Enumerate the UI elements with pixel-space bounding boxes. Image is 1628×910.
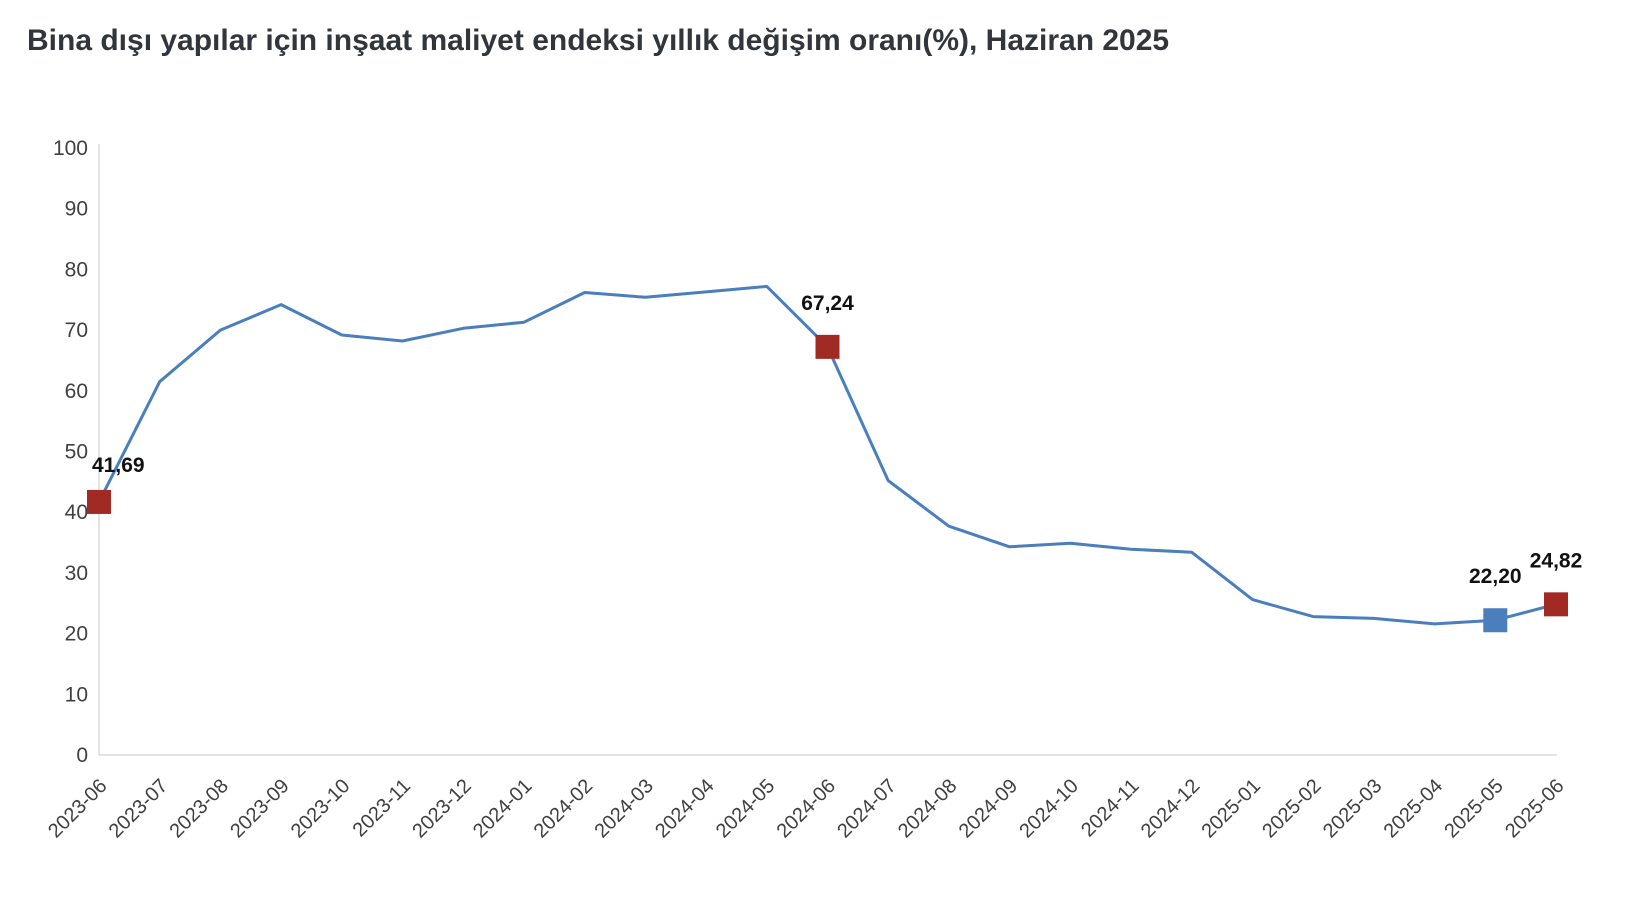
x-tick-label: 2023-10 [287, 775, 354, 842]
x-tick-label: 2024-04 [651, 775, 718, 842]
x-tick-label: 2023-11 [349, 775, 415, 841]
y-tick-label: 90 [65, 198, 88, 221]
y-tick-label: 0 [76, 744, 88, 767]
x-tick-label: 2024-10 [1015, 775, 1082, 842]
point-label-2023-06: 41,69 [92, 454, 145, 477]
highlight-marker-2025-06 [1544, 592, 1568, 617]
x-tick-label: 2023-08 [165, 775, 232, 842]
point-label-2025-05: 22,20 [1469, 565, 1522, 588]
point-label-2024-06: 67,24 [801, 292, 854, 315]
highlight-marker-2025-05 [1483, 608, 1508, 633]
highlight-marker-2024-06 [815, 334, 840, 359]
x-tick-label: 2023-06 [44, 775, 111, 842]
y-tick-label: 60 [65, 380, 88, 403]
x-tick-label: 2025-01 [1198, 775, 1265, 842]
x-tick-label: 2024-07 [833, 775, 900, 842]
x-tick-label: 2025-02 [1258, 775, 1325, 842]
x-tick-label: 2024-01 [469, 775, 536, 842]
x-tick-label: 2024-09 [955, 775, 1022, 842]
y-tick-label: 20 [65, 623, 88, 646]
x-tick-label: 2023-12 [408, 775, 475, 842]
y-tick-label: 30 [65, 562, 88, 585]
x-tick-label: 2024-03 [590, 775, 657, 842]
x-tick-label: 2024-02 [530, 775, 597, 842]
x-tick-label: 2024-05 [712, 775, 779, 842]
y-tick-label: 10 [65, 683, 88, 706]
x-tick-label: 2023-07 [105, 775, 172, 842]
highlight-marker-2023-06 [87, 489, 111, 514]
y-tick-label: 80 [65, 258, 88, 281]
x-tick-label: 2024-11 [1077, 775, 1143, 841]
y-tick-label: 50 [65, 441, 88, 464]
x-tick-label: 2025-03 [1319, 775, 1386, 842]
chart-title: Bina dışı yapılar için inşaat maliyet en… [27, 24, 1170, 57]
x-tick-label: 2025-06 [1501, 775, 1568, 842]
x-tick-label: 2024-06 [773, 775, 840, 842]
y-tick-label: 70 [65, 319, 88, 342]
x-tick-label: 2025-04 [1380, 775, 1447, 842]
x-tick-label: 2024-08 [894, 775, 961, 842]
x-tick-label: 2024-12 [1137, 775, 1204, 842]
x-tick-label: 2023-09 [226, 775, 293, 842]
y-tick-label: 40 [65, 501, 88, 524]
point-label-2025-06: 24,82 [1530, 549, 1583, 572]
y-tick-label: 100 [53, 137, 88, 160]
x-tick-label: 2025-05 [1440, 775, 1507, 842]
